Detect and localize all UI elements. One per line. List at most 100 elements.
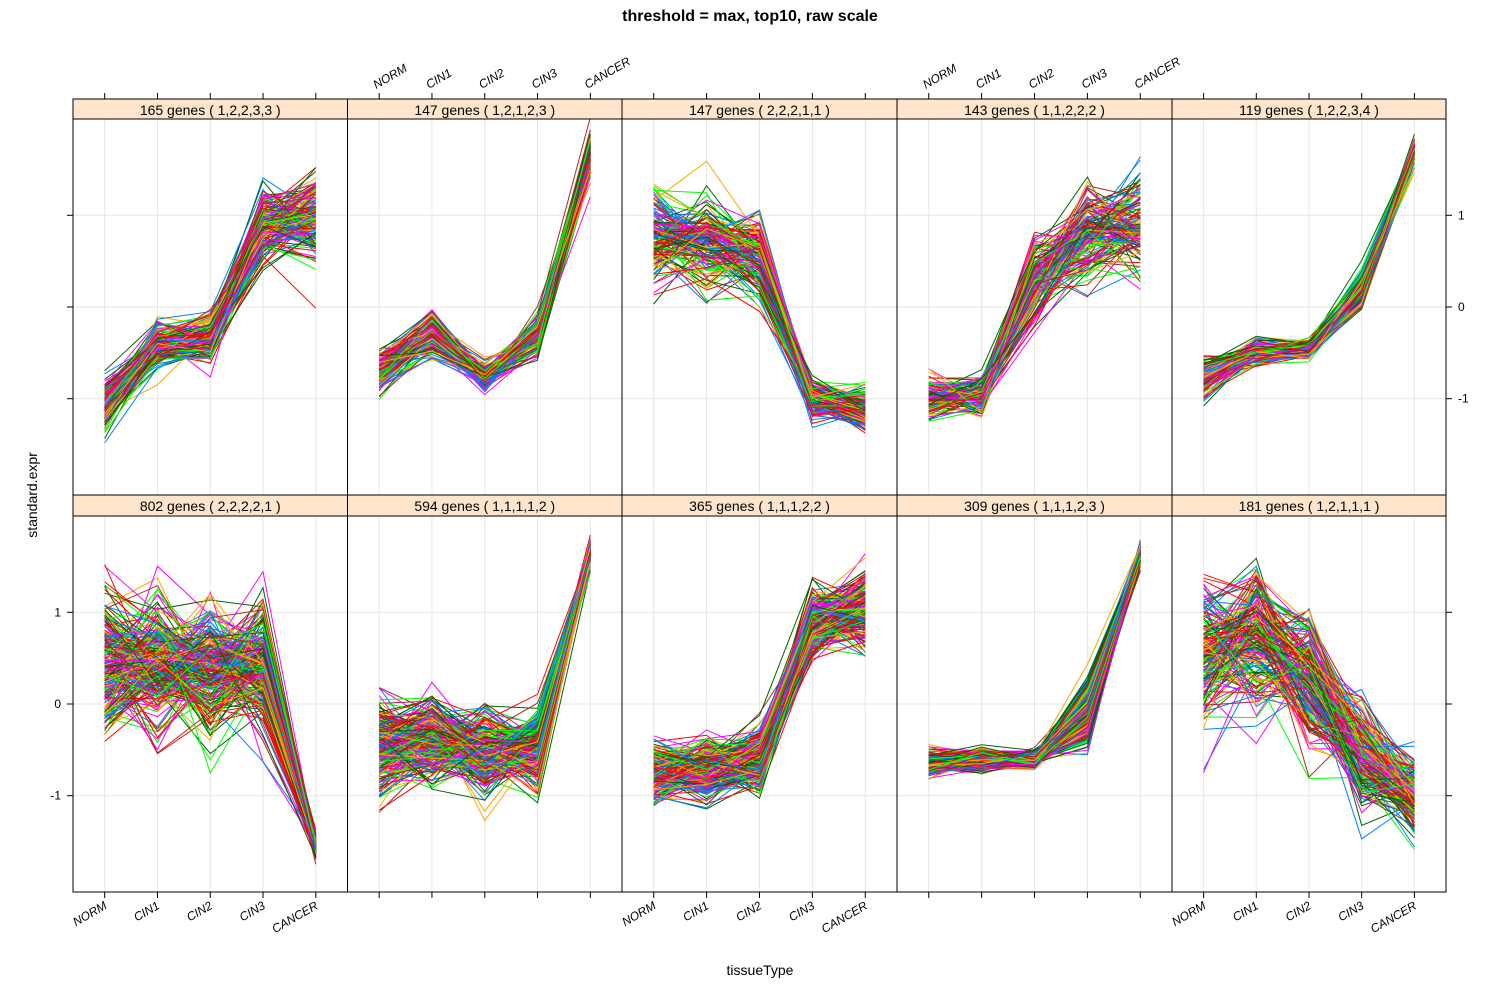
x-tick-label: CIN2: [476, 66, 507, 92]
gene-line: [104, 614, 317, 858]
gene-line: [1203, 639, 1415, 792]
gene-line: [1203, 652, 1415, 785]
gene-line: [653, 575, 866, 779]
gene-line: [379, 549, 591, 796]
gene-line: [928, 187, 1141, 402]
gene-line: [1203, 634, 1415, 807]
gene-line: [379, 550, 591, 769]
x-tick-label: CANCER: [1132, 54, 1183, 92]
gene-line: [379, 144, 591, 378]
gene-line: [378, 139, 591, 379]
gene-line: [379, 555, 591, 776]
gene-line: [653, 596, 866, 790]
gene-line: [928, 222, 1141, 401]
gene-line: [1203, 606, 1415, 795]
gene-line: [653, 233, 866, 409]
x-tick-label: CIN1: [423, 66, 454, 92]
series-lines: [378, 119, 591, 400]
gene-line: [1203, 641, 1415, 797]
gene-line: [1203, 610, 1415, 839]
gene-line: [653, 211, 866, 399]
gene-line: [653, 228, 866, 416]
gene-line: [1203, 162, 1415, 402]
y-axis-label: standard.expr: [24, 452, 40, 538]
gene-line: [653, 633, 866, 773]
gene-line: [653, 231, 866, 407]
gene-line: [928, 554, 1141, 774]
x-tick-label: CANCER: [819, 898, 870, 936]
gene-line: [104, 609, 317, 836]
panel-2: 147 genes ( 1,2,1,2,3 ): [347, 98, 623, 496]
gene-line: [1203, 610, 1415, 820]
x-tick-label: NORM: [371, 61, 410, 91]
panel-4: 143 genes ( 1,1,2,2,2 ): [896, 98, 1173, 496]
x-tick-label: CIN2: [1026, 66, 1057, 92]
gene-line: [104, 665, 317, 851]
gene-line: [928, 195, 1141, 414]
strip-label: 165 genes ( 1,2,2,3,3 ): [140, 102, 281, 118]
series-lines: [104, 167, 317, 444]
x-tick-label: CANCER: [269, 898, 320, 936]
gene-line: [928, 202, 1141, 412]
panel-1: 165 genes ( 1,2,2,3,3 ): [72, 98, 348, 496]
gene-line: [653, 610, 866, 779]
strip-label: 181 genes ( 1,2,1,1,1 ): [1239, 498, 1380, 514]
series-lines: [653, 160, 866, 434]
x-axis-label: tissueType: [727, 962, 794, 978]
gene-line: [104, 210, 316, 426]
x-tick-label: NORM: [1169, 898, 1208, 928]
gene-line: [104, 645, 317, 843]
x-tick-label: NORM: [920, 61, 959, 91]
gene-line: [928, 180, 1141, 404]
gene-line: [104, 590, 317, 846]
gene-line: [1203, 646, 1415, 781]
series-lines: [928, 156, 1141, 422]
y-tick-label: 0: [54, 697, 61, 711]
gene-line: [378, 558, 591, 767]
strip-label: 365 genes ( 1,1,1,2,2 ): [689, 498, 830, 514]
gene-line: [1203, 146, 1415, 386]
x-tick-label: CIN1: [1230, 898, 1261, 924]
gene-line: [1203, 615, 1415, 760]
gene-line: [104, 225, 316, 386]
gene-line: [1203, 604, 1415, 810]
gene-line: [653, 608, 866, 771]
panel-3: 147 genes ( 2,2,2,1,1 ): [621, 98, 898, 496]
gene-line: [928, 240, 1141, 418]
panel-7: 594 genes ( 1,1,1,1,2 ): [347, 494, 623, 893]
chart-title: threshold = max, top10, raw scale: [622, 8, 878, 25]
gene-line: [653, 245, 866, 400]
y-tick-label: 1: [54, 605, 61, 619]
gene-line: [653, 615, 866, 795]
gene-line: [104, 634, 317, 849]
gene-line: [104, 672, 317, 847]
gene-line: [104, 659, 317, 850]
gene-line: [1203, 594, 1415, 779]
gene-line: [653, 236, 866, 412]
gene-line: [379, 555, 591, 788]
gene-line: [928, 218, 1141, 413]
strip-background: [1171, 494, 1447, 517]
series-lines: [928, 539, 1141, 780]
series-lines: [1203, 557, 1415, 850]
gene-line: [653, 278, 866, 402]
gene-line: [104, 190, 317, 412]
gene-line: [378, 550, 591, 771]
gene-line: [653, 247, 866, 406]
x-tick-label: CIN3: [786, 898, 817, 924]
y-tick-label: 1: [1458, 208, 1465, 222]
panel-9: 309 genes ( 1,1,1,2,3 ): [896, 494, 1173, 893]
gene-line: [1203, 600, 1415, 748]
gene-line: [104, 184, 317, 382]
gene-line: [1203, 612, 1415, 804]
gene-line: [928, 203, 1141, 413]
gene-line: [928, 201, 1141, 406]
series-lines: [104, 564, 317, 865]
gene-line: [104, 654, 317, 849]
gene-line: [653, 228, 866, 398]
gene-line: [378, 541, 591, 773]
gene-line: [928, 224, 1141, 392]
gene-line: [928, 555, 1141, 771]
x-tick-label: CIN3: [1336, 898, 1367, 924]
